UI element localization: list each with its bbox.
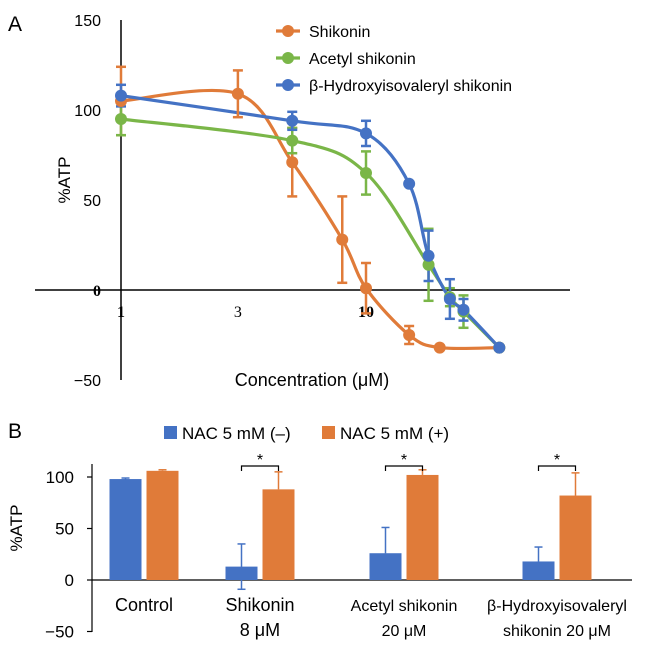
x-tick-label: 3 bbox=[234, 304, 242, 321]
y-tick-label: 100 bbox=[74, 103, 101, 120]
data-point-shikonin bbox=[231, 87, 244, 100]
data-point-hydroxy bbox=[286, 114, 299, 127]
category-label: 8 μM bbox=[240, 620, 280, 640]
data-point-acetyl bbox=[115, 113, 127, 125]
panel-b: B NAC 5 mM (–) NAC 5 mM (+) 100 50 0 −50 * * *… bbox=[7, 420, 632, 642]
data-point-hydroxy bbox=[360, 127, 372, 140]
x-tick-label: 1 bbox=[117, 304, 125, 321]
panel-a-x-axis-label: Concentration (μM) bbox=[235, 370, 389, 390]
data-point-shikonin bbox=[286, 156, 299, 169]
bar-nac_plus bbox=[406, 474, 439, 580]
series-line-acetyl bbox=[120, 117, 501, 349]
data-point-shikonin bbox=[360, 282, 372, 295]
bar-nac_plus bbox=[262, 489, 295, 580]
data-point-hydroxy bbox=[422, 249, 435, 262]
panel-a-y-axis-label: %ATP bbox=[55, 157, 74, 204]
panel-b-y-axis-label: %ATP bbox=[7, 505, 26, 552]
significance-bracket bbox=[537, 465, 577, 471]
data-point-acetyl bbox=[360, 167, 372, 179]
y-tick-label: −50 bbox=[45, 623, 74, 642]
series-line-hydroxy bbox=[120, 94, 501, 349]
y-tick-label: 50 bbox=[83, 193, 101, 210]
data-point-hydroxy bbox=[115, 89, 127, 102]
bar-nac_minus bbox=[109, 479, 142, 580]
legend-label-nac_plus: NAC 5 mM (+) bbox=[340, 424, 449, 443]
legend-marker-shikonin bbox=[282, 25, 294, 37]
legend-marker-acetyl bbox=[282, 52, 294, 64]
legend-label-shikonin: Shikonin bbox=[309, 24, 370, 41]
y-tick-label: −50 bbox=[74, 373, 101, 390]
y-tick-label: 0 bbox=[65, 571, 74, 590]
legend-marker-hydroxy bbox=[282, 79, 294, 91]
significance-marker: * bbox=[257, 452, 263, 469]
category-label: Control bbox=[115, 595, 173, 615]
y-tick-label: 150 bbox=[74, 13, 101, 30]
legend-swatch-nac_minus bbox=[164, 426, 177, 439]
data-point-shikonin bbox=[336, 233, 349, 246]
bar-nac_plus bbox=[559, 495, 592, 580]
data-point-shikonin bbox=[433, 341, 446, 354]
y-tick-label: 50 bbox=[55, 520, 74, 539]
data-point-shikonin bbox=[403, 329, 416, 341]
legend-swatch-nac_plus bbox=[322, 426, 335, 439]
panel-b-label: B bbox=[8, 420, 22, 443]
data-point-acetyl bbox=[422, 258, 435, 271]
category-label: Shikonin bbox=[225, 595, 294, 615]
legend-label-nac_minus: NAC 5 mM (–) bbox=[182, 424, 291, 443]
y-tick-label: 0 bbox=[93, 283, 101, 300]
category-label: shikonin 20 μM bbox=[503, 623, 611, 640]
data-point-hydroxy bbox=[403, 177, 416, 190]
significance-bracket bbox=[384, 465, 424, 471]
series-line-shikonin bbox=[120, 88, 500, 351]
y-tick-label: 100 bbox=[46, 468, 74, 487]
data-point-acetyl bbox=[286, 134, 299, 147]
category-label: β-Hydroxyisovaleryl bbox=[487, 598, 627, 615]
bar-nac_plus bbox=[146, 470, 179, 580]
significance-marker: * bbox=[554, 452, 560, 469]
category-label: Acetyl shikonin bbox=[351, 598, 458, 615]
panel-a-label: A bbox=[8, 13, 22, 36]
legend-label-hydroxy: β-Hydroxyisovaleryl shikonin bbox=[309, 78, 512, 95]
data-point-hydroxy bbox=[457, 303, 470, 316]
data-point-hydroxy bbox=[443, 293, 456, 305]
significance-bracket bbox=[240, 465, 280, 471]
significance-marker: * bbox=[401, 452, 407, 469]
data-point-hydroxy bbox=[493, 341, 506, 354]
category-label: 20 μM bbox=[382, 623, 427, 640]
legend-label-acetyl: Acetyl shikonin bbox=[309, 51, 416, 68]
